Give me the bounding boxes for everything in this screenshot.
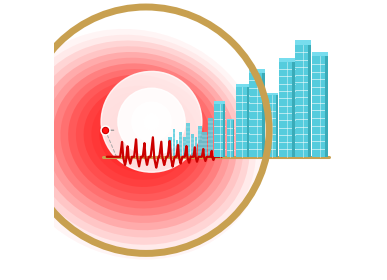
- Bar: [208, 118, 212, 157]
- Bar: [236, 84, 249, 87]
- Bar: [312, 52, 328, 56]
- Bar: [176, 140, 178, 157]
- Bar: [233, 120, 235, 157]
- Ellipse shape: [60, 69, 218, 209]
- Bar: [308, 45, 311, 157]
- Bar: [295, 40, 311, 45]
- Bar: [295, 45, 311, 157]
- Bar: [195, 137, 197, 157]
- Bar: [168, 137, 172, 157]
- Bar: [325, 56, 328, 157]
- Bar: [276, 95, 278, 157]
- Ellipse shape: [115, 108, 172, 158]
- Bar: [250, 69, 265, 73]
- Ellipse shape: [130, 119, 159, 144]
- Ellipse shape: [84, 86, 198, 187]
- Ellipse shape: [38, 52, 237, 230]
- Bar: [173, 129, 175, 157]
- Bar: [183, 137, 186, 157]
- Circle shape: [118, 88, 185, 155]
- Bar: [202, 132, 207, 157]
- Circle shape: [23, 8, 269, 253]
- Bar: [292, 62, 295, 157]
- Bar: [198, 126, 202, 157]
- Ellipse shape: [45, 58, 231, 223]
- Bar: [214, 104, 225, 157]
- Bar: [266, 93, 278, 95]
- Ellipse shape: [30, 46, 243, 237]
- Bar: [186, 123, 190, 157]
- Ellipse shape: [122, 114, 166, 151]
- Bar: [179, 132, 182, 157]
- Bar: [262, 73, 265, 157]
- Ellipse shape: [91, 92, 192, 180]
- Ellipse shape: [22, 41, 250, 245]
- Bar: [223, 104, 225, 157]
- Bar: [247, 87, 249, 157]
- Bar: [226, 120, 235, 157]
- Ellipse shape: [99, 97, 185, 173]
- Ellipse shape: [107, 102, 179, 165]
- Bar: [279, 58, 295, 62]
- Circle shape: [101, 71, 202, 172]
- Bar: [250, 73, 265, 157]
- Ellipse shape: [138, 125, 152, 137]
- Bar: [279, 62, 295, 157]
- Bar: [226, 119, 235, 120]
- Bar: [312, 56, 328, 157]
- Bar: [236, 87, 249, 157]
- Circle shape: [143, 113, 160, 130]
- Bar: [214, 101, 225, 104]
- Bar: [266, 95, 278, 157]
- Circle shape: [132, 102, 171, 141]
- Ellipse shape: [76, 80, 205, 194]
- Ellipse shape: [53, 63, 224, 216]
- Ellipse shape: [68, 75, 211, 201]
- Bar: [191, 134, 194, 157]
